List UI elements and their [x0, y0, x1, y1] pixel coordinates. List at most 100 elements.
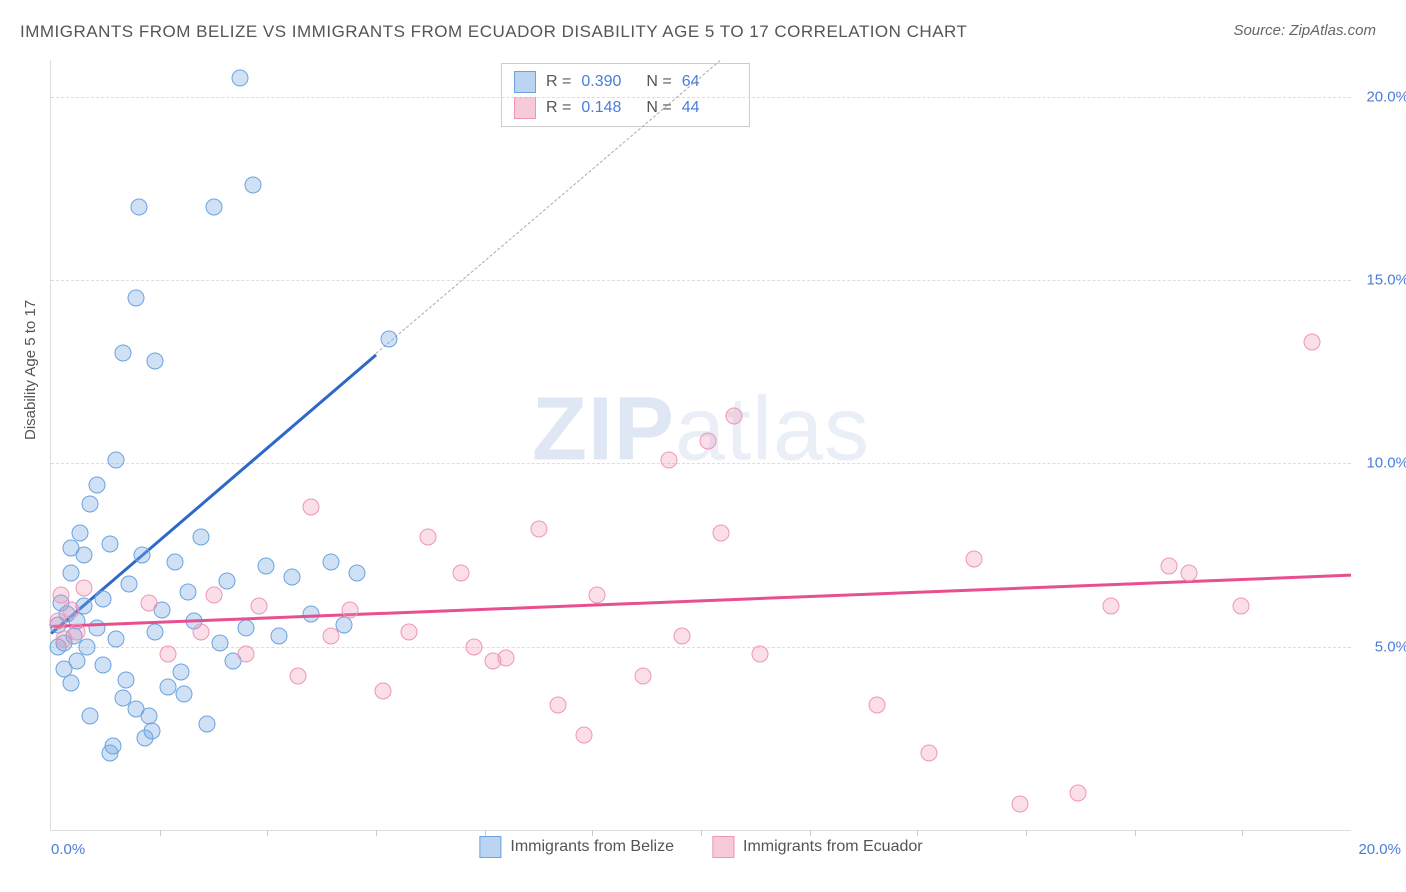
data-point-ecuador: [498, 649, 515, 666]
data-point-ecuador: [452, 565, 469, 582]
data-point-belize: [176, 686, 193, 703]
data-point-belize: [75, 547, 92, 564]
data-point-ecuador: [1304, 334, 1321, 351]
data-point-belize: [160, 679, 177, 696]
data-point-belize: [166, 554, 183, 571]
chart-title: IMMIGRANTS FROM BELIZE VS IMMIGRANTS FRO…: [20, 22, 967, 42]
data-point-ecuador: [374, 682, 391, 699]
gridline: [51, 97, 1351, 98]
data-point-belize: [121, 576, 138, 593]
data-point-ecuador: [238, 646, 255, 663]
data-point-belize: [78, 638, 95, 655]
data-point-belize: [143, 723, 160, 740]
x-tick: [592, 830, 593, 836]
data-point-belize: [257, 558, 274, 575]
data-point-ecuador: [400, 624, 417, 641]
data-point-ecuador: [660, 451, 677, 468]
data-point-ecuador: [62, 602, 79, 619]
data-point-belize: [82, 495, 99, 512]
data-point-belize: [117, 671, 134, 688]
trendline-ecuador: [51, 573, 1351, 627]
x-tick: [917, 830, 918, 836]
x-tick: [810, 830, 811, 836]
data-point-belize: [231, 70, 248, 87]
stats-box: R = 0.390 N = 64 R = 0.148 N = 44: [501, 63, 750, 127]
data-point-ecuador: [192, 624, 209, 641]
data-point-ecuador: [160, 646, 177, 663]
data-point-ecuador: [1011, 796, 1028, 813]
data-point-ecuador: [290, 668, 307, 685]
data-point-ecuador: [673, 627, 690, 644]
data-point-belize: [147, 624, 164, 641]
data-point-ecuador: [465, 638, 482, 655]
data-point-ecuador: [712, 525, 729, 542]
x-axis-max-label: 20.0%: [1358, 841, 1401, 858]
y-tick-label: 5.0%: [1375, 638, 1406, 655]
data-point-ecuador: [1070, 785, 1087, 802]
data-point-belize: [244, 176, 261, 193]
data-point-ecuador: [69, 624, 86, 641]
stat-n-value: 44: [682, 95, 737, 121]
data-point-belize: [173, 664, 190, 681]
data-point-ecuador: [868, 697, 885, 714]
swatch-blue: [514, 71, 536, 93]
x-tick: [1242, 830, 1243, 836]
data-point-ecuador: [589, 587, 606, 604]
bottom-legend: Immigrants from Belize Immigrants from E…: [479, 836, 922, 858]
data-point-ecuador: [342, 602, 359, 619]
data-point-ecuador: [1232, 598, 1249, 615]
legend-label: Immigrants from Ecuador: [743, 838, 923, 856]
data-point-ecuador: [634, 668, 651, 685]
data-point-belize: [199, 715, 216, 732]
data-point-belize: [322, 554, 339, 571]
data-point-ecuador: [1161, 558, 1178, 575]
data-point-belize: [218, 572, 235, 589]
data-point-belize: [238, 620, 255, 637]
data-point-ecuador: [699, 433, 716, 450]
x-tick: [1026, 830, 1027, 836]
data-point-belize: [127, 290, 144, 307]
data-point-ecuador: [303, 499, 320, 516]
data-point-ecuador: [251, 598, 268, 615]
data-point-ecuador: [1180, 565, 1197, 582]
data-point-belize: [95, 591, 112, 608]
x-tick: [1135, 830, 1136, 836]
data-point-belize: [104, 737, 121, 754]
stat-n-label: N =: [646, 95, 671, 121]
data-point-belize: [88, 477, 105, 494]
data-point-belize: [130, 198, 147, 215]
x-axis-min-label: 0.0%: [51, 841, 85, 858]
y-tick-label: 20.0%: [1366, 88, 1406, 105]
data-point-belize: [72, 525, 89, 542]
x-tick: [376, 830, 377, 836]
data-point-belize: [82, 708, 99, 725]
swatch-pink: [514, 97, 536, 119]
data-point-belize: [381, 330, 398, 347]
data-point-belize: [62, 675, 79, 692]
data-point-belize: [62, 565, 79, 582]
legend-item: Immigrants from Ecuador: [712, 836, 923, 858]
data-point-belize: [212, 635, 229, 652]
data-point-ecuador: [966, 550, 983, 567]
chart-plot-area: ZIPatlas R = 0.390 N = 64 R = 0.148 N = …: [50, 60, 1351, 831]
data-point-belize: [101, 536, 118, 553]
swatch-blue: [479, 836, 501, 858]
data-point-ecuador: [550, 697, 567, 714]
data-point-belize: [134, 547, 151, 564]
y-axis-title: Disability Age 5 to 17: [22, 300, 39, 440]
data-point-belize: [205, 198, 222, 215]
data-point-belize: [348, 565, 365, 582]
data-point-belize: [270, 627, 287, 644]
data-point-belize: [108, 451, 125, 468]
data-point-ecuador: [420, 528, 437, 545]
x-tick: [485, 830, 486, 836]
stat-n-value: 64: [682, 69, 737, 95]
data-point-ecuador: [322, 627, 339, 644]
stat-n-label: N =: [646, 69, 671, 95]
stat-r-value: 0.148: [581, 95, 636, 121]
data-point-belize: [179, 583, 196, 600]
data-point-ecuador: [530, 521, 547, 538]
data-point-belize: [283, 569, 300, 586]
gridline: [51, 280, 1351, 281]
x-tick: [701, 830, 702, 836]
